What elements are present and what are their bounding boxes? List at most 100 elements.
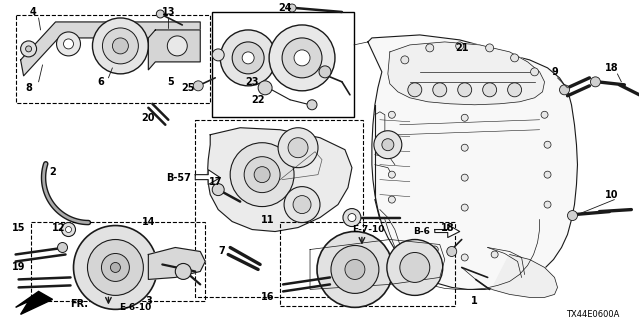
Text: 20: 20 [141,113,155,123]
Circle shape [544,201,551,208]
Text: 13: 13 [161,7,175,17]
Circle shape [232,42,264,74]
Circle shape [456,42,464,50]
Text: 18: 18 [605,63,618,73]
Text: 19: 19 [12,262,26,272]
Polygon shape [15,292,52,314]
Circle shape [541,111,548,118]
Circle shape [293,196,311,213]
Circle shape [92,18,148,74]
Circle shape [408,83,422,97]
Circle shape [307,100,317,110]
Circle shape [461,204,468,211]
Bar [212,12,354,117]
Circle shape [388,196,396,203]
Polygon shape [207,128,352,232]
Text: E-6-10: E-6-10 [119,303,152,312]
Circle shape [374,131,402,159]
Text: B-57: B-57 [166,172,191,183]
Circle shape [544,171,551,178]
Circle shape [388,111,396,118]
Text: 14: 14 [141,217,155,227]
Circle shape [230,143,294,207]
Text: 5: 5 [167,77,173,87]
Circle shape [559,85,570,95]
Circle shape [20,41,36,57]
Circle shape [58,243,67,252]
Text: 11: 11 [261,214,275,225]
Text: 25: 25 [182,83,195,93]
Circle shape [483,83,497,97]
Circle shape [63,39,74,49]
Circle shape [175,263,191,279]
Circle shape [258,81,272,95]
Circle shape [65,227,72,233]
Circle shape [544,141,551,148]
Circle shape [212,184,224,196]
Polygon shape [388,42,545,105]
Text: 16: 16 [261,292,275,302]
Circle shape [568,211,577,220]
Text: 12: 12 [52,222,65,233]
Text: 15: 15 [12,222,26,233]
Polygon shape [435,225,460,237]
Circle shape [447,246,457,256]
Circle shape [461,254,468,261]
Circle shape [508,83,522,97]
Text: FR.: FR. [70,300,88,309]
Circle shape [317,232,393,308]
Circle shape [284,187,320,222]
Circle shape [156,10,164,18]
Text: 17: 17 [209,177,222,187]
Circle shape [319,66,331,78]
Circle shape [254,167,270,183]
Circle shape [531,68,538,76]
Circle shape [461,174,468,181]
Circle shape [458,83,472,97]
Circle shape [220,30,276,86]
Text: 3: 3 [145,296,152,306]
Circle shape [269,25,335,91]
Polygon shape [148,247,205,279]
Circle shape [294,50,310,66]
Circle shape [345,260,365,279]
Text: 7: 7 [219,246,225,257]
Circle shape [387,239,443,295]
Circle shape [61,222,76,236]
Circle shape [382,139,394,151]
Circle shape [511,54,518,62]
Polygon shape [195,170,220,185]
Circle shape [491,251,498,258]
Circle shape [461,144,468,151]
Circle shape [401,56,409,64]
Circle shape [102,253,129,281]
Circle shape [486,44,493,52]
Circle shape [74,226,157,309]
Circle shape [26,46,31,52]
Circle shape [193,81,204,91]
Text: B-6: B-6 [413,227,430,236]
Text: 22: 22 [252,95,265,105]
Circle shape [102,28,138,64]
Text: 6: 6 [97,77,104,87]
Bar [280,221,455,306]
Circle shape [212,49,224,61]
Circle shape [56,32,81,56]
Text: 1: 1 [471,296,478,306]
Circle shape [388,141,396,148]
Polygon shape [492,254,557,297]
Circle shape [288,4,296,12]
Circle shape [433,83,447,97]
Text: 23: 23 [245,77,259,87]
Circle shape [343,209,361,227]
Circle shape [167,36,188,56]
Circle shape [331,245,379,293]
Bar [195,120,363,297]
Circle shape [388,171,396,178]
Text: 2: 2 [49,167,56,177]
Text: 9: 9 [551,67,558,77]
Circle shape [426,44,434,52]
Circle shape [244,157,280,193]
Circle shape [242,52,254,64]
Bar [31,221,205,301]
